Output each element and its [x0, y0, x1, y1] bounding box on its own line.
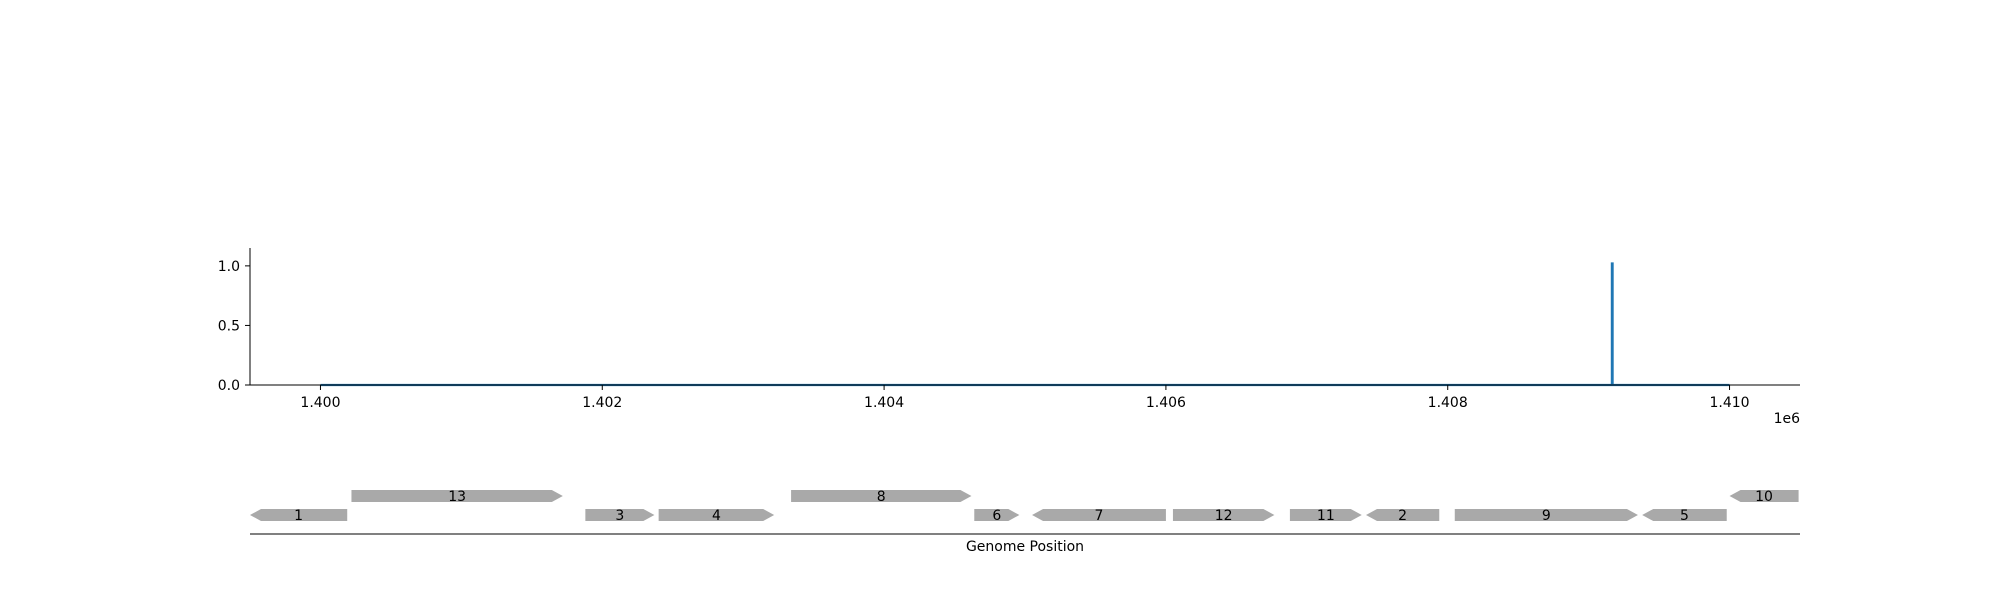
gene-label: 1	[294, 508, 303, 524]
y-tick-label: 0.0	[218, 378, 240, 394]
gene-label: 10	[1755, 489, 1773, 505]
y-tick-label: 1.0	[218, 259, 240, 275]
gene-arrow	[658, 509, 775, 521]
gene-label: 12	[1215, 508, 1233, 524]
gene-label: 4	[712, 508, 721, 524]
gene-arrow	[250, 509, 348, 521]
gene-label: 3	[615, 508, 624, 524]
gene-label: 9	[1542, 508, 1551, 524]
x-offset-label: 1e6	[1774, 411, 1801, 427]
x-tick-label: 1.406	[1146, 395, 1186, 411]
gene-arrow	[791, 490, 972, 502]
gene-label: 6	[992, 508, 1001, 524]
gene-label: 2	[1398, 508, 1407, 524]
x-tick-label: 1.400	[300, 395, 340, 411]
gene-arrow	[1642, 509, 1727, 521]
gene-arrow	[1172, 509, 1275, 521]
gene-arrow	[1454, 509, 1638, 521]
gene-label: 13	[448, 489, 466, 505]
gene-arrow	[1729, 490, 1799, 502]
gene-arrow	[974, 509, 1020, 521]
x-tick-label: 1.404	[864, 395, 904, 411]
gene-arrow	[1366, 509, 1440, 521]
gene-label: 8	[877, 489, 886, 505]
gene-arrow	[1289, 509, 1362, 521]
x-axis-label: Genome Position	[966, 539, 1084, 555]
gene-label: 7	[1095, 508, 1104, 524]
gene-map: 1 13 3 4 8 6 7 12 11 2 9 5 10 Genome Position	[250, 489, 1800, 555]
coverage-plot: 1.400 1.402 1.404 1.406 1.408 1.410 1e6 0.0 0.5 1…	[218, 248, 1800, 427]
x-tick-label: 1.402	[582, 395, 622, 411]
x-tick-label: 1.408	[1428, 395, 1468, 411]
y-tick-label: 0.5	[218, 318, 240, 334]
gene-arrow	[585, 509, 655, 521]
x-tick-label: 1.410	[1709, 395, 1749, 411]
gene-arrow	[351, 490, 563, 502]
gene-arrow	[1032, 509, 1166, 521]
gene-label: 5	[1680, 508, 1689, 524]
gene-label: 11	[1317, 508, 1335, 524]
